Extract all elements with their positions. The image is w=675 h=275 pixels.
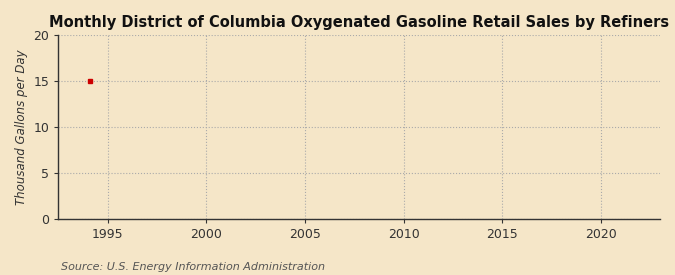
Y-axis label: Thousand Gallons per Day: Thousand Gallons per Day xyxy=(15,49,28,205)
Text: Source: U.S. Energy Information Administration: Source: U.S. Energy Information Administ… xyxy=(61,262,325,272)
Title: Monthly District of Columbia Oxygenated Gasoline Retail Sales by Refiners: Monthly District of Columbia Oxygenated … xyxy=(49,15,670,30)
